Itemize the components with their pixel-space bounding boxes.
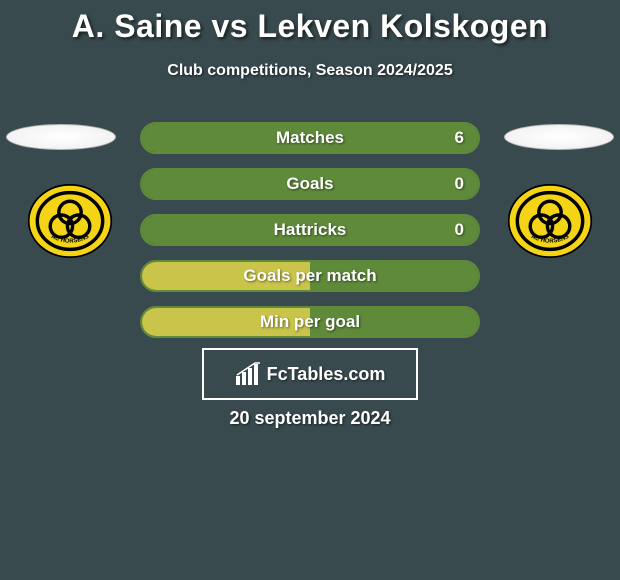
chart-icon: [235, 362, 261, 386]
stat-bar-label: Goals: [286, 174, 333, 194]
date-text: 20 september 2024: [0, 408, 620, 429]
stat-bar-label: Hattricks: [274, 220, 347, 240]
branding-box: FcTables.com: [202, 348, 418, 400]
comparison-infographic: A. Saine vs Lekven Kolskogen Club compet…: [0, 0, 620, 580]
stat-bar: Min per goal: [140, 306, 480, 338]
player-left-club-badge: AC HORSENS: [20, 178, 120, 264]
stat-bar-label: Min per goal: [260, 312, 360, 332]
stat-bar-label: Goals per match: [243, 266, 376, 286]
stat-bar: Hattricks 0: [140, 214, 480, 246]
branding-label: FcTables.com: [267, 364, 386, 385]
page-title: A. Saine vs Lekven Kolskogen: [0, 8, 620, 45]
player-left-avatar-placeholder: [6, 124, 116, 150]
player-right-avatar-placeholder: [504, 124, 614, 150]
comparison-bars: Matches 6 Goals 0 Hattricks 0 Goals per match M…: [140, 122, 480, 352]
stat-bar-value-right: 0: [455, 174, 464, 194]
stat-bar: Goals 0: [140, 168, 480, 200]
stat-bar-value-right: 6: [455, 128, 464, 148]
stat-bar: Goals per match: [140, 260, 480, 292]
club-badge-icon: AC HORSENS: [500, 178, 600, 264]
player-right-club-badge: AC HORSENS: [500, 178, 600, 264]
page-subtitle: Club competitions, Season 2024/2025: [0, 62, 620, 80]
club-badge-icon: AC HORSENS: [20, 178, 120, 264]
stat-bar-label: Matches: [276, 128, 344, 148]
stat-bar-value-right: 0: [455, 220, 464, 240]
stat-bar: Matches 6: [140, 122, 480, 154]
